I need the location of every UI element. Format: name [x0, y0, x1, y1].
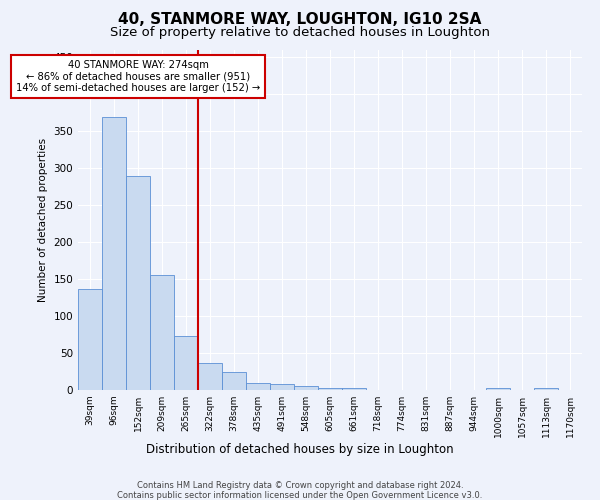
Bar: [174, 336, 198, 390]
Text: Distribution of detached houses by size in Loughton: Distribution of detached houses by size …: [146, 442, 454, 456]
Bar: [486, 388, 510, 390]
Bar: [102, 116, 126, 390]
Bar: [222, 372, 246, 390]
Bar: [318, 388, 342, 390]
Bar: [198, 362, 222, 390]
Text: Size of property relative to detached houses in Loughton: Size of property relative to detached ho…: [110, 26, 490, 39]
Bar: [294, 386, 318, 390]
Text: 40, STANMORE WAY, LOUGHTON, IG10 2SA: 40, STANMORE WAY, LOUGHTON, IG10 2SA: [118, 12, 482, 28]
Bar: [150, 276, 174, 390]
Bar: [534, 388, 558, 390]
Bar: [126, 176, 150, 390]
Text: 40 STANMORE WAY: 274sqm
← 86% of detached houses are smaller (951)
14% of semi-d: 40 STANMORE WAY: 274sqm ← 86% of detache…: [16, 60, 260, 93]
Bar: [342, 388, 366, 390]
Text: Contains public sector information licensed under the Open Government Licence v3: Contains public sector information licen…: [118, 491, 482, 500]
Bar: [78, 290, 102, 390]
Y-axis label: Number of detached properties: Number of detached properties: [38, 138, 48, 302]
Bar: [270, 384, 294, 390]
Text: Contains HM Land Registry data © Crown copyright and database right 2024.: Contains HM Land Registry data © Crown c…: [137, 481, 463, 490]
Bar: [246, 382, 270, 390]
